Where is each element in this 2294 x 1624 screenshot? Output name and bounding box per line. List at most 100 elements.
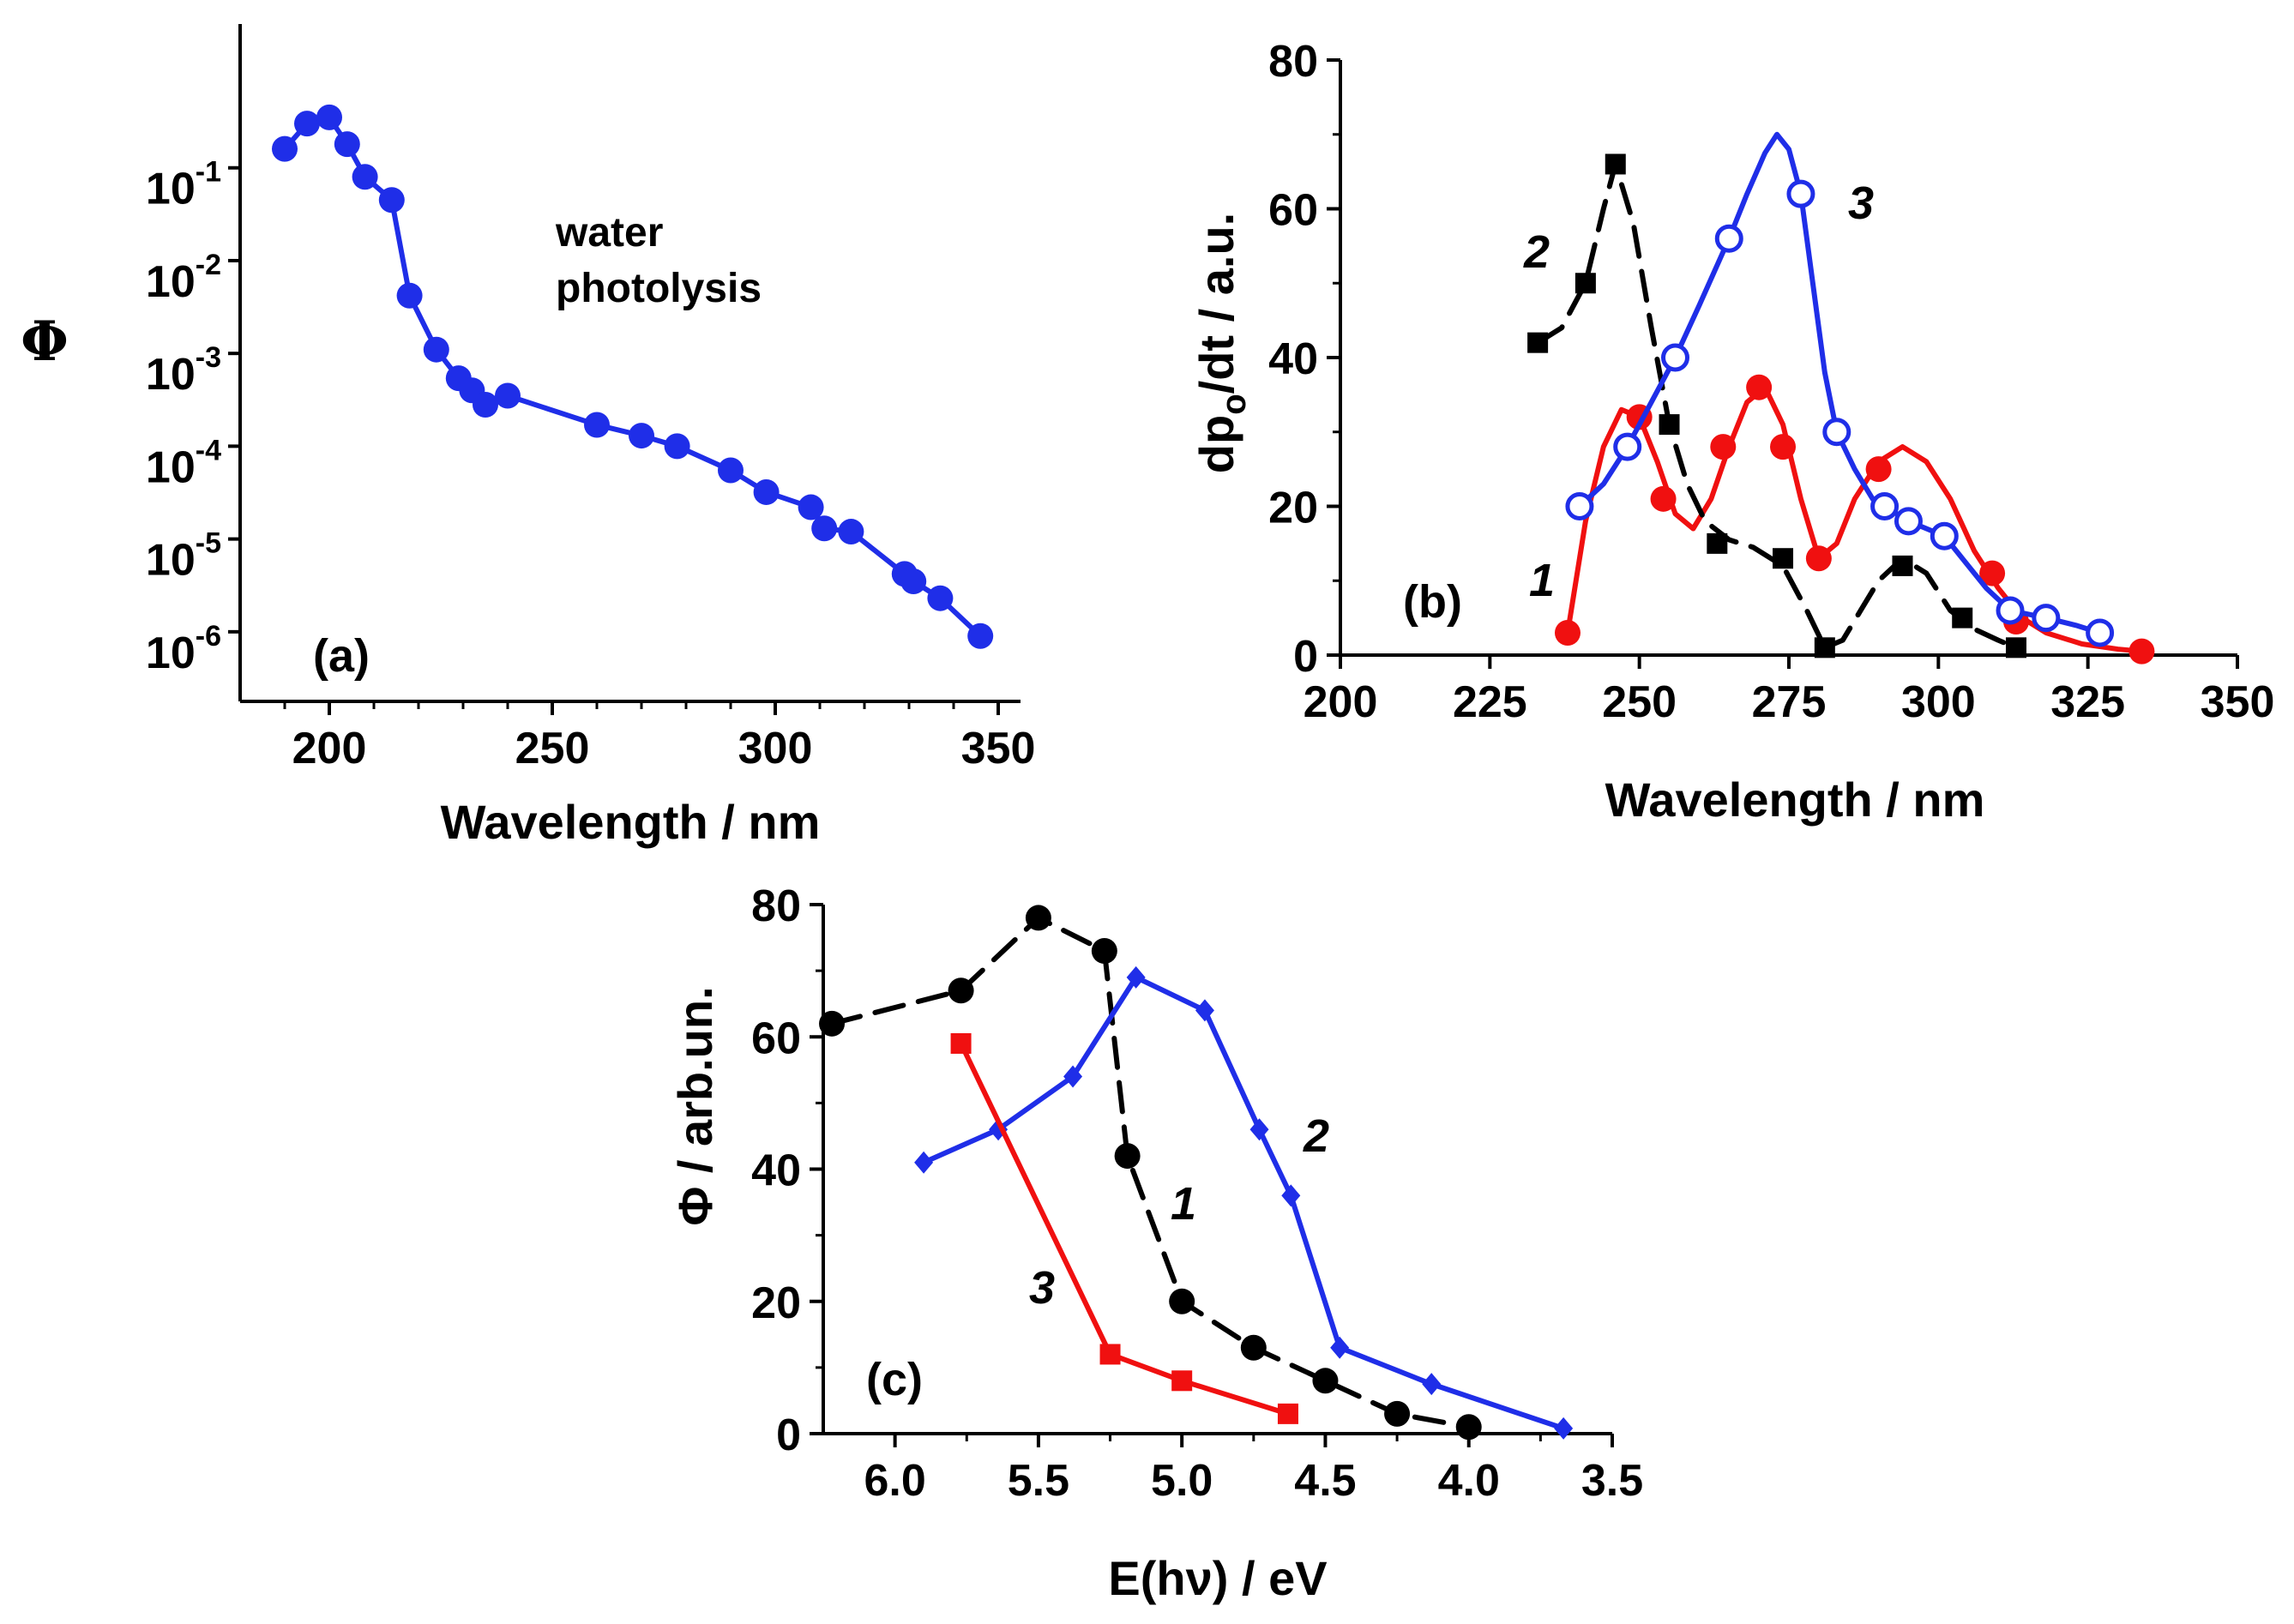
panel-b-series-1-point-3 (1710, 434, 1737, 460)
panel-c-xtick-label-3: 4.5 (1294, 1456, 1356, 1506)
panel-c-series (819, 905, 1574, 1441)
panel-a-point-10 (473, 392, 498, 418)
panel-c-curve-label-2: 2 (1303, 1110, 1329, 1162)
panel-b-series-3-point-8 (1930, 521, 1959, 550)
panel-a-axes (238, 24, 1021, 703)
panel-c-series-2-point-9 (1554, 1416, 1574, 1440)
panel-a-ytick-label-1: 10-2 (146, 249, 221, 307)
panel-a-point-19 (838, 519, 864, 545)
panel-a-point-17 (798, 494, 824, 520)
panel-b-series-1-point-10 (2128, 638, 2155, 665)
panel-a-point-16 (753, 478, 780, 505)
panel-c-series-3-line (958, 1040, 1291, 1416)
panel-b-xtick-label-6: 350 (2201, 677, 2275, 727)
panel-b-series-3-point-7 (1894, 507, 1923, 536)
panel-a-ticks: 200 250 300 350 10-1 10-2 10-3 10-4 10-5 10-6 (146, 156, 1035, 773)
panel-b-ytick-label-3: 60 (1268, 186, 1318, 236)
panel-a-point-14 (664, 433, 690, 460)
panel-a-ytick-label-0: 10-1 (146, 156, 221, 214)
panel-c-xtick-label-1: 5.5 (1008, 1456, 1069, 1506)
panel-b-series-3-point-9 (1996, 596, 2025, 625)
panel-a-xlabel: Wavelength / nm (441, 795, 821, 849)
panel-b-series-3-point-0 (1565, 492, 1594, 520)
panel-c-series-2-point-5 (1249, 1118, 1269, 1141)
panel-b-xtick-label-4: 300 (1901, 677, 1976, 727)
panel-b-ylabel: dpo/dt / a.u. (1189, 213, 1253, 473)
panel-b-xlabel: Wavelength / nm (1605, 773, 1985, 827)
panel-b: 200 225 250 275 300 325 350 0 20 40 60 80 Wavelengt… (1189, 37, 2274, 827)
panel-b-series-3-point-1 (1613, 432, 1642, 461)
panel-c-series-3-point-1 (1099, 1344, 1121, 1365)
panel-c-label: (c) (866, 1354, 923, 1405)
panel-c-curve-label-3: 3 (1029, 1262, 1055, 1314)
panel-c-series-1-point-2 (1025, 905, 1051, 931)
panel-b-series-2-point-6 (1814, 637, 1835, 659)
panel-c-series-1-point-6 (1240, 1334, 1267, 1361)
panel-b-series-1-point-4 (1746, 374, 1773, 400)
panel-a-point-12 (584, 412, 610, 438)
panel-c-ytick-label-4: 80 (751, 881, 801, 931)
panel-b-ytick-label-1: 20 (1268, 484, 1318, 533)
panel-b-ytick-label-4: 80 (1268, 37, 1318, 87)
panel-b-ytick-label-2: 40 (1268, 334, 1318, 384)
panel-a-point-13 (629, 423, 654, 449)
panel-b-label: (b) (1403, 576, 1462, 628)
panel-b-series-3-point-5 (1822, 418, 1851, 447)
panel-c: 6.0 5.5 5.0 4.5 4.0 3.5 0 20 40 60 80 E(hν) / eV Φ… (668, 881, 1643, 1605)
panel-b-series-3-point-3 (1714, 224, 1743, 253)
panel-b-series (1527, 131, 2155, 665)
panel-a-ytick-label-3: 10-4 (146, 434, 221, 492)
panel-c-series-1-point-8 (1384, 1400, 1411, 1427)
panel-c-series-1-point-0 (819, 1010, 846, 1037)
panel-b-xtick-label-3: 275 (1752, 677, 1827, 727)
panel-c-axes (822, 905, 1612, 1435)
panel-b-series-2-point-3 (1659, 414, 1680, 436)
panel-c-xtick-label-5: 3.5 (1581, 1456, 1643, 1506)
panel-b-series-2-point-1 (1574, 273, 1596, 294)
panel-c-series-2-point-8 (1422, 1373, 1442, 1396)
panel-c-series-2-point-2 (1063, 1065, 1083, 1088)
panel-b-series-2-point-9 (2005, 637, 2026, 659)
panel-a-xtick-label-2: 300 (738, 724, 813, 773)
panel-c-series-3-point-2 (1171, 1370, 1193, 1392)
panel-b-series-1-point-0 (1554, 619, 1581, 646)
panel-a-ytick-label-4: 10-5 (146, 527, 221, 586)
panel-c-series-2-point-7 (1330, 1336, 1350, 1359)
panel-a-point-4 (352, 164, 378, 190)
panel-b-series-1-point-2 (1650, 485, 1677, 512)
panel-a: 200 250 300 350 10-1 10-2 10-3 10-4 10-5 10-6 Wav… (21, 24, 1035, 849)
panel-b-series-3-point-6 (1870, 492, 1900, 520)
panel-a-point-23 (967, 623, 994, 649)
panel-c-series-1-point-7 (1312, 1368, 1339, 1394)
panel-b-ticks: 200 225 250 275 300 325 350 0 20 40 60 80 (1268, 37, 2274, 727)
panel-c-series-1-point-4 (1114, 1143, 1141, 1170)
panel-b-series-2-point-4 (1707, 532, 1728, 554)
panel-b-series-2-point-8 (1952, 607, 1973, 629)
panel-b-series-2-point-7 (1892, 555, 1913, 576)
panel-c-ytick-label-0: 0 (776, 1410, 801, 1460)
panel-c-series-2-point-6 (1281, 1184, 1301, 1207)
panel-a-point-22 (927, 585, 954, 611)
panel-b-xtick-label-0: 200 (1304, 677, 1378, 727)
panel-c-xtick-label-2: 5.0 (1151, 1456, 1213, 1506)
panel-c-series-3-point-0 (950, 1032, 972, 1054)
panel-c-series-2-point-3 (1126, 965, 1146, 989)
panel-a-series (272, 104, 994, 649)
panel-c-curve-label-1: 1 (1171, 1178, 1196, 1230)
panel-b-series-2-point-2 (1605, 153, 1626, 175)
panel-a-annotation-line1: water (555, 210, 663, 256)
panel-b-series-3-point-2 (1661, 343, 1690, 372)
panel-a-point-15 (718, 457, 744, 484)
panel-b-ytick-label-0: 0 (1293, 632, 1318, 682)
panel-c-series-2-line (921, 974, 1567, 1431)
panel-c-series-1-point-1 (948, 977, 974, 1004)
panel-c-xlabel: E(hν) / eV (1108, 1551, 1327, 1605)
panel-a-ytick-label-2: 10-3 (146, 341, 221, 400)
panel-c-ticks: 6.0 5.5 5.0 4.5 4.0 3.5 0 20 40 60 80 (751, 881, 1643, 1506)
panel-a-ytick-label-5: 10-6 (146, 620, 221, 678)
panel-b-series-1-point-5 (1770, 434, 1797, 460)
panel-a-annotation-line2: photolysis (556, 266, 762, 311)
panel-a-point-3 (334, 131, 360, 158)
panel-b-curve-label-3: 3 (1848, 177, 1874, 229)
